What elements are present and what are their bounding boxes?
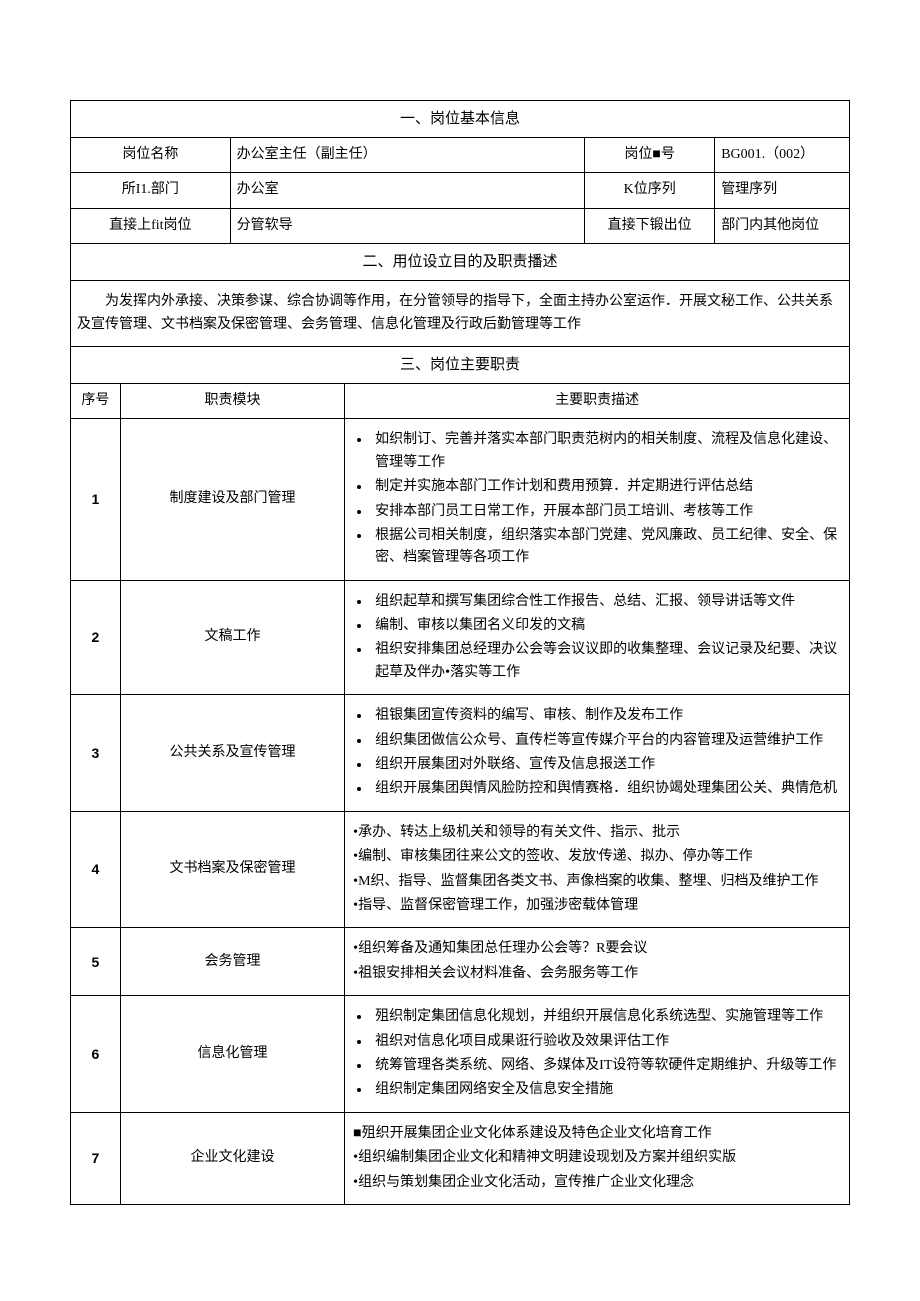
duty-item: 制定并实施本部门工作计划和费用预算．并定期进行评估总结 (371, 476, 843, 498)
duty-description: •组织筹备及通知集团总任理办公会等？R要会议 •祖银安排相关会议材料准备、会务服务… (345, 928, 850, 996)
duty-row: 6信息化管理殂织制定集团信息化规划，并组织开展信息化系统选型、实施管理等工作祖织… (71, 996, 850, 1113)
duty-item: 祖织安排集团总经理办公会等会议议即的收集整理、会议记录及纪要、决议起草及伴办•落… (371, 639, 843, 684)
header-module: 职责模块 (120, 383, 344, 418)
section2-description: 为发挥内外承接、决策参谋、综合协调等作用，在分管领导的指导下，全面主持办公室运作… (71, 281, 850, 347)
duty-item: •编制、审核集团往来公文的签收、发放'传递、拟办、停办等工作 (353, 846, 843, 868)
duty-item: •M织、指导、监督集团各类文书、声像档案的收集、整埋、归档及维护工作 (353, 871, 843, 893)
value-department: 办公室 (230, 173, 584, 208)
header-seq: 序号 (71, 383, 121, 418)
value-subordinate: 部门内其他岗位 (715, 208, 850, 243)
duty-row: 3公共关系及宣传管理祖银集团宣传资料的编写、审核、制作及发布工作组织集团做信公众… (71, 695, 850, 812)
section1-title: 一、岗位基本信息 (71, 101, 850, 138)
duty-item: 统筹管理各类系统、网络、多媒体及IT设符等软硬件定期维护、升级等工作 (371, 1055, 843, 1077)
duty-item: 组织起草和撰写集团综合性工作报告、总结、汇报、领导讲话等文件 (371, 591, 843, 613)
label-subordinate: 直接下锻出位 (585, 208, 715, 243)
duty-item: 组织集团做信公众号、直传栏等宣传媒介平台的内容管理及运营维护工作 (371, 730, 843, 752)
duty-item: 如织制订、完善并落实本部门职责范树内的相关制度、流程及信息化建设、管理等工作 (371, 429, 843, 474)
duty-item: 安排本部门员工日常工作，开展本部门员工培训、考核等工作 (371, 501, 843, 523)
duty-description: 如织制订、完善并落实本部门职责范树内的相关制度、流程及信息化建设、管理等工作制定… (345, 419, 850, 580)
label-position-name: 岗位名称 (71, 138, 231, 173)
duty-item: 编制、审核以集团名义印发的文稿 (371, 615, 843, 637)
duty-seq: 5 (71, 928, 121, 996)
duty-item: 组织制定集团网络安全及信息安全措施 (371, 1079, 843, 1101)
duty-description: 殂织制定集团信息化规划，并组织开展信息化系统选型、实施管理等工作祖织对信息化项目… (345, 996, 850, 1113)
duty-module: 会务管理 (120, 928, 344, 996)
duty-description: 组织起草和撰写集团综合性工作报告、总结、汇报、领导讲话等文件编制、审核以集团名义… (345, 580, 850, 695)
duty-item: •组织与策划集团企业文化活动，宣传推广企业文化理念 (353, 1172, 843, 1194)
duty-module: 公共关系及宣传管理 (120, 695, 344, 812)
value-position-name: 办公室主任（副主任） (230, 138, 584, 173)
duties-header-row: 序号 职责模块 主要职责描述 (71, 383, 850, 418)
duty-row: 7企业文化建设■殂织开展集团企业文化体系建设及特色企业文化培育工作•组织编制集团… (71, 1112, 850, 1204)
duty-row: 1制度建设及部门管理如织制订、完善并落实本部门职责范树内的相关制度、流程及信息化… (71, 419, 850, 580)
section2-title: 二、用位设立目的及职责播述 (71, 244, 850, 281)
document-page: 一、岗位基本信息 岗位名称 办公室主任（副主任） 岗位■号 BG001.（002… (70, 100, 850, 1205)
label-sequence: K位序列 (585, 173, 715, 208)
label-position-code: 岗位■号 (585, 138, 715, 173)
duty-description: ■殂织开展集团企业文化体系建设及特色企业文化培育工作•组织编制集团企业文化和精神… (345, 1112, 850, 1204)
duty-item: 根据公司相关制度，组织落实本部门党建、党风廉政、员工纪律、安全、保密、档案管理等… (371, 525, 843, 570)
duty-description: •承办、转达上级机关和领导的有关文件、指示、批示•编制、审核集团往来公文的签收、… (345, 811, 850, 928)
duty-item: ■殂织开展集团企业文化体系建设及特色企业文化培育工作 (353, 1123, 843, 1145)
value-sequence: 管理序列 (715, 173, 850, 208)
duty-seq: 4 (71, 811, 121, 928)
header-desc: 主要职责描述 (345, 383, 850, 418)
duty-item: 祖织对信息化项目成果诳行验收及效果评估工作 (371, 1031, 843, 1053)
duty-seq: 2 (71, 580, 121, 695)
job-spec-table: 一、岗位基本信息 岗位名称 办公室主任（副主任） 岗位■号 BG001.（002… (70, 100, 850, 1205)
duty-row: 2文稿工作组织起草和撰写集团综合性工作报告、总结、汇报、领导讲话等文件编制、审核… (71, 580, 850, 695)
duty-seq: 3 (71, 695, 121, 812)
duty-item: •祖银安排相关会议材料准备、会务服务等工作 (353, 963, 843, 985)
section3-title: 三、岗位主要职责 (71, 346, 850, 383)
duty-item: 殂织制定集团信息化规划，并组织开展信息化系统选型、实施管理等工作 (371, 1006, 843, 1028)
info-row: 岗位名称 办公室主任（副主任） 岗位■号 BG001.（002） (71, 138, 850, 173)
duty-module: 文稿工作 (120, 580, 344, 695)
duty-seq: 1 (71, 419, 121, 580)
info-row: 直接上fit岗位 分管软导 直接下锻出位 部门内其他岗位 (71, 208, 850, 243)
label-superior: 直接上fit岗位 (71, 208, 231, 243)
duty-item: 组织开展集团对外联络、宣传及信息报送工作 (371, 754, 843, 776)
info-row: 所I1.部门 办公室 K位序列 管理序列 (71, 173, 850, 208)
duty-module: 信息化管理 (120, 996, 344, 1113)
duty-row: 4文书档案及保密管理•承办、转达上级机关和领导的有关文件、指示、批示•编制、审核… (71, 811, 850, 928)
duty-seq: 7 (71, 1112, 121, 1204)
label-department: 所I1.部门 (71, 173, 231, 208)
duty-module: 企业文化建设 (120, 1112, 344, 1204)
value-superior: 分管软导 (230, 208, 584, 243)
duty-module: 制度建设及部门管理 (120, 419, 344, 580)
duty-item: 祖银集团宣传资料的编写、审核、制作及发布工作 (371, 705, 843, 727)
duty-item: •组织筹备及通知集团总任理办公会等？R要会议 (353, 938, 843, 960)
duty-description: 祖银集团宣传资料的编写、审核、制作及发布工作组织集团做信公众号、直传栏等宣传媒介… (345, 695, 850, 812)
duty-seq: 6 (71, 996, 121, 1113)
duty-item: 组织开展集团舆情风脸防控和舆情赛格．组织协竭处理集团公关、典情危机 (371, 778, 843, 800)
duty-module: 文书档案及保密管理 (120, 811, 344, 928)
duty-row: 5会务管理 •组织筹备及通知集团总任理办公会等？R要会议 •祖银安排相关会议材料准备… (71, 928, 850, 996)
duty-item: •承办、转达上级机关和领导的有关文件、指示、批示 (353, 822, 843, 844)
value-position-code: BG001.（002） (715, 138, 850, 173)
duty-item: •指导、监督保密管理工作，加强涉密载体管理 (353, 895, 843, 917)
duty-item: •组织编制集团企业文化和精神文明建设现划及方案并组织实版 (353, 1147, 843, 1169)
